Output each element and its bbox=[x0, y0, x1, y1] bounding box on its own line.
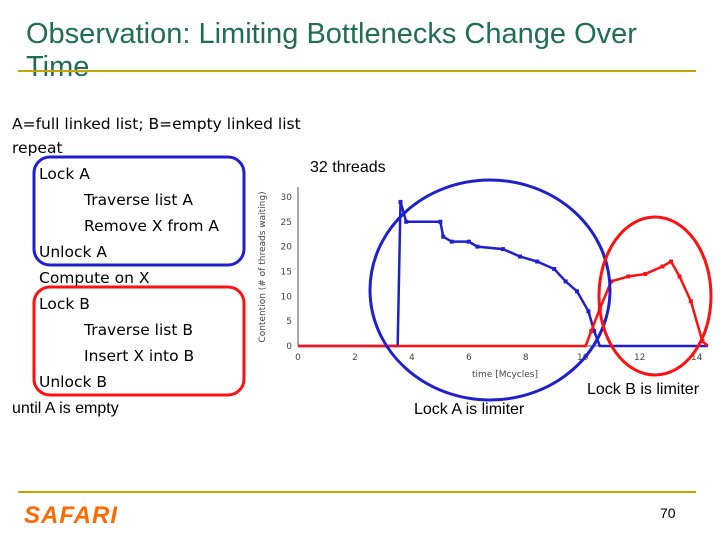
lock-a-point bbox=[441, 234, 446, 239]
lock-a-limiter-label: Lock A is limiter bbox=[414, 401, 525, 418]
lock-a-point bbox=[466, 239, 471, 244]
x-tick-label: 0 bbox=[295, 353, 301, 363]
x-axis-label: time [Mcycles] bbox=[472, 370, 538, 380]
code-traverse-a: Traverse list A bbox=[84, 191, 193, 209]
code-compute: Compute on X bbox=[39, 269, 150, 287]
lock-a-point bbox=[404, 219, 409, 224]
lock-a-point bbox=[475, 244, 480, 249]
lock-b-point bbox=[626, 274, 631, 279]
lock-b-limiter-ellipse bbox=[597, 215, 713, 377]
y-tick-label: 25 bbox=[281, 218, 292, 228]
y-tick-label: 5 bbox=[286, 317, 292, 327]
x-tick-label: 4 bbox=[409, 353, 415, 363]
lock-a-point bbox=[592, 329, 597, 334]
code-until: until A is empty bbox=[12, 400, 119, 417]
lock-b-point bbox=[609, 279, 614, 284]
code-traverse-b: Traverse list B bbox=[84, 321, 194, 339]
lock-a-point bbox=[563, 279, 568, 284]
definition-line: A=full linked list; B=empty linked list bbox=[12, 115, 301, 133]
y-tick-label: 30 bbox=[281, 193, 293, 203]
y-axis-label: Contention (# of threads waiting) bbox=[258, 191, 268, 342]
lock-b-point bbox=[660, 264, 665, 269]
x-tick-label: 8 bbox=[523, 353, 529, 363]
lock-a-point bbox=[586, 309, 591, 314]
code-insert-x: Insert X into B bbox=[84, 347, 195, 365]
y-tick-label: 0 bbox=[286, 342, 292, 352]
lock-a-point bbox=[438, 219, 443, 224]
lock-a-point bbox=[501, 247, 505, 252]
lock-a-point bbox=[535, 259, 540, 264]
lock-a-point bbox=[552, 266, 557, 271]
x-tick-label: 14 bbox=[691, 353, 703, 363]
code-remove-x: Remove X from A bbox=[84, 217, 219, 235]
lock-a-limiter-ellipse bbox=[368, 178, 612, 402]
lock-b-point bbox=[668, 259, 673, 264]
y-tick-label: 15 bbox=[281, 267, 292, 277]
lock-b-section-box bbox=[32, 285, 246, 397]
lock-b-point bbox=[688, 299, 693, 304]
y-tick-label: 20 bbox=[281, 243, 293, 253]
lock-a-point bbox=[518, 254, 523, 259]
threads-label: 32 threads bbox=[310, 159, 386, 176]
code-repeat: repeat bbox=[12, 139, 63, 157]
title-rule bbox=[18, 70, 696, 72]
x-tick-label: 2 bbox=[352, 353, 358, 363]
lock-a-point bbox=[449, 239, 454, 244]
page-number: 70 bbox=[660, 505, 676, 521]
footer-rule bbox=[18, 491, 696, 493]
code-lock-a: Lock A bbox=[39, 165, 90, 183]
x-tick-label: 6 bbox=[466, 353, 472, 363]
lock-a-point bbox=[398, 199, 403, 204]
lock-b-point bbox=[643, 271, 648, 276]
code-lock-b: Lock B bbox=[39, 295, 90, 313]
lock-a-section-box bbox=[32, 155, 246, 267]
code-unlock-b: Unlock B bbox=[39, 373, 108, 391]
lock-b-point bbox=[677, 274, 682, 279]
lock-a-point bbox=[575, 289, 580, 294]
code-unlock-a: Unlock A bbox=[39, 243, 107, 261]
safari-logo: SAFARI bbox=[24, 502, 119, 529]
y-tick-label: 10 bbox=[281, 292, 293, 302]
x-tick-label: 12 bbox=[634, 353, 645, 363]
slide-title: Observation: Limiting Bottlenecks Change… bbox=[26, 18, 637, 83]
lock-b-limiter-label: Lock B is limiter bbox=[587, 381, 700, 398]
lock-b-point bbox=[589, 329, 594, 334]
